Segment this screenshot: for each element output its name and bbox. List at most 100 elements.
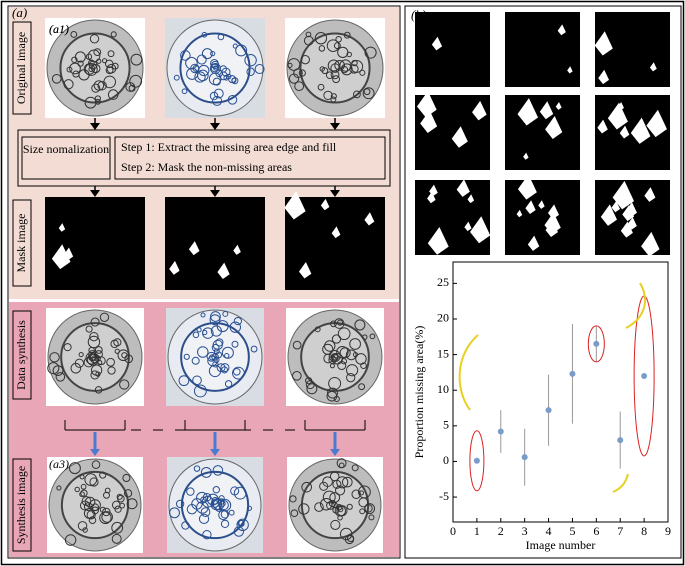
- arrow-head: [330, 190, 340, 197]
- plate-motif: [330, 63, 341, 73]
- plate-motif: [305, 380, 315, 390]
- plate-motif: [200, 466, 212, 478]
- plate-motif: [209, 354, 216, 361]
- mask-blob: [188, 241, 200, 256]
- plate-motif: [117, 349, 130, 362]
- plate-motif: [232, 366, 245, 380]
- x-tick-label: 3: [522, 524, 528, 538]
- plate-motif: [353, 90, 361, 99]
- plate-motif: [219, 500, 226, 507]
- plate-motif: [326, 501, 335, 510]
- plate-motif: [186, 67, 199, 80]
- plate-motif: [330, 70, 340, 80]
- mask-blob: [525, 200, 536, 215]
- plate-motif: [216, 363, 226, 373]
- plate-motif: [82, 527, 88, 533]
- plate-motif: [107, 89, 119, 100]
- plate-motif: [209, 314, 221, 326]
- x-tick-label: 6: [593, 524, 599, 538]
- mask-bg: [45, 197, 145, 290]
- plate-motif: [332, 506, 340, 514]
- plate-motif: [64, 534, 77, 546]
- plate-motif: [298, 503, 310, 515]
- plate-motif: [224, 380, 233, 388]
- plate-motif: [101, 58, 108, 64]
- plate-motif: [106, 357, 115, 367]
- plate-motif: [91, 506, 99, 515]
- y-axis-label: Proportion missing area(%): [412, 326, 426, 459]
- mask-blob: [298, 261, 312, 279]
- plate-motif: [89, 499, 101, 511]
- row-label-box: [12, 21, 32, 115]
- mask-blob: [320, 198, 330, 211]
- plate-motif: [335, 36, 342, 43]
- plate-motif: [352, 351, 359, 358]
- plate-motif: [351, 464, 359, 472]
- plate-motif: [212, 339, 223, 351]
- plate-motif: [111, 521, 124, 534]
- plate-motif: [289, 495, 297, 503]
- plate-motif: [314, 326, 321, 333]
- plate-motif: [220, 519, 230, 529]
- plate-motif: [94, 95, 102, 102]
- plate-motif: [47, 362, 60, 375]
- sublabel: (a2): [49, 198, 69, 212]
- plate-motif: [71, 56, 78, 63]
- plate-motif: [220, 363, 230, 373]
- steps-box: [114, 136, 386, 180]
- plate-motif: [333, 318, 345, 329]
- plate-motif: [329, 363, 335, 369]
- plate-motif: [314, 502, 324, 512]
- plate-motif: [93, 80, 105, 91]
- plate-motif: [94, 350, 103, 359]
- x-tick-label: 5: [569, 524, 575, 538]
- plate-motif: [218, 509, 229, 521]
- mask-blob: [523, 152, 529, 160]
- plate-motif: [68, 462, 81, 475]
- point: [569, 370, 576, 377]
- plate-motif: [212, 465, 224, 476]
- plate-motif: [211, 343, 220, 352]
- plate-ring: [299, 32, 371, 104]
- plate-motif: [196, 327, 202, 333]
- mask-blob: [464, 221, 472, 232]
- plate-motif: [325, 71, 334, 80]
- mask-blob: [331, 226, 341, 239]
- plate-motif: [231, 77, 237, 84]
- plate-motif: [298, 69, 306, 77]
- x-tick-label: 9: [665, 524, 671, 538]
- mask-image: [45, 197, 145, 290]
- plate-motif: [306, 383, 318, 395]
- mask-blob: [233, 244, 241, 255]
- plate-image: [285, 18, 385, 118]
- plate-motif: [105, 66, 114, 75]
- plate-motif: [200, 312, 206, 318]
- mask-blob: [416, 91, 437, 118]
- arrow-head: [210, 190, 220, 197]
- mask-blob: [517, 174, 537, 200]
- plate-motif: [88, 66, 94, 72]
- plate-motif: [346, 503, 353, 510]
- mask-blob: [51, 244, 71, 270]
- plate-motif: [319, 497, 333, 511]
- plate-motif: [292, 370, 302, 381]
- plate-motif: [51, 73, 62, 84]
- plate-motif: [224, 353, 230, 359]
- plate-motif: [84, 473, 98, 486]
- plate-motif: [330, 93, 337, 100]
- mask-blob: [598, 69, 610, 85]
- plate-motif: [332, 75, 341, 84]
- plate-motif: [178, 375, 190, 387]
- plate-motif: [337, 46, 349, 59]
- plate-motif: [114, 348, 120, 354]
- plate-motif: [113, 338, 122, 347]
- plate-motif: [104, 59, 114, 69]
- plate-motif: [228, 509, 235, 516]
- row-label: Data synthesis: [14, 320, 28, 390]
- plate-motif: [237, 519, 245, 528]
- mask-image: [505, 174, 580, 255]
- mask-blob: [567, 66, 573, 74]
- plate-motif: [369, 333, 376, 340]
- plate-motif: [192, 331, 200, 339]
- plate-motif: [99, 312, 110, 322]
